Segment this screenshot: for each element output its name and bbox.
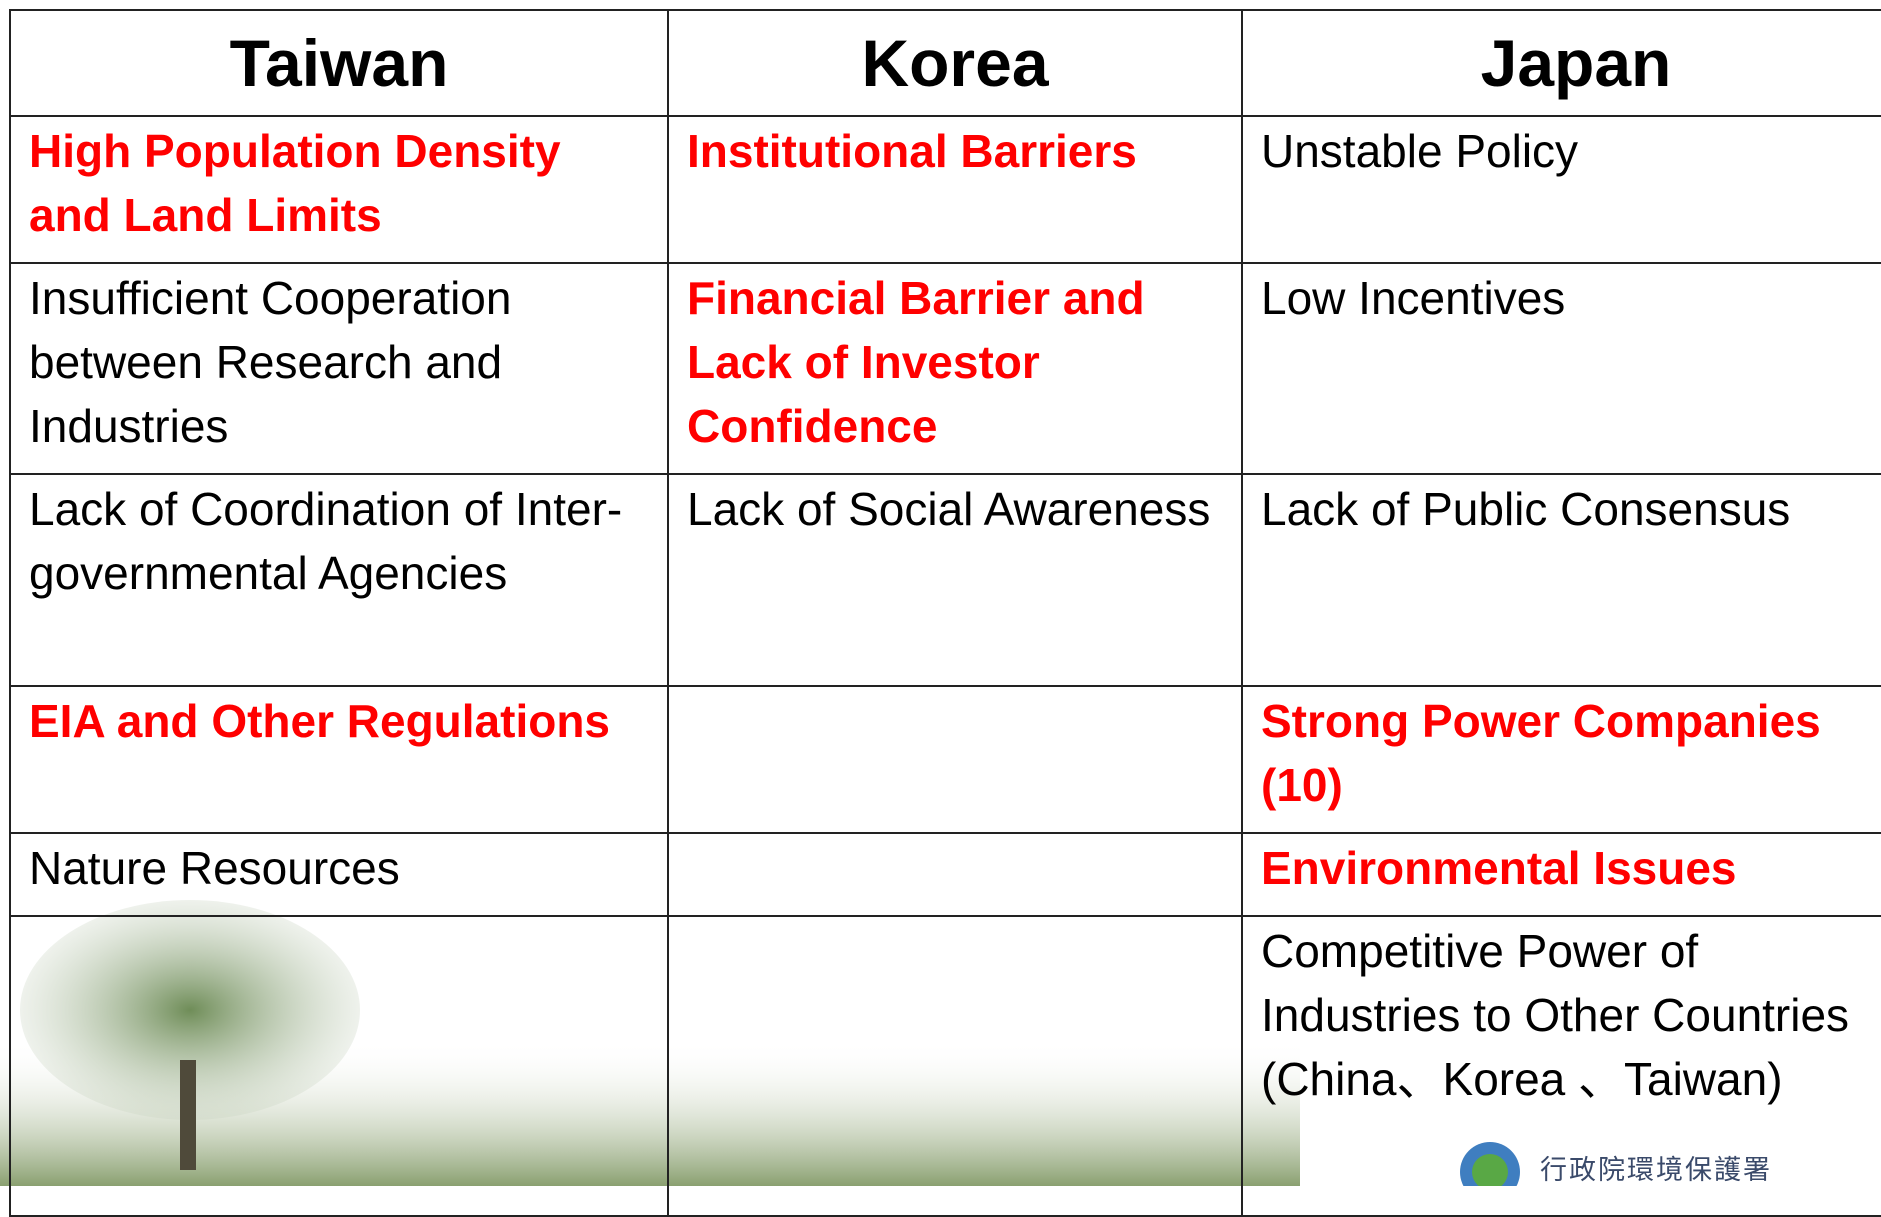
table-cell: Low Incentives — [1242, 263, 1881, 474]
table-row: Nature Resources Environmental Issues — [10, 833, 1881, 916]
table-cell: Lack of Coordination of Inter-government… — [10, 474, 668, 686]
table-cell: Strong Power Companies (10) — [1242, 686, 1881, 833]
table-row: Insufficient Cooperation between Researc… — [10, 263, 1881, 474]
table-cell: Lack of Social Awareness — [668, 474, 1242, 686]
table-cell: Environmental Issues — [1242, 833, 1881, 916]
table-cell — [10, 916, 668, 1216]
table-cell: Unstable Policy — [1242, 116, 1881, 263]
table-cell — [668, 916, 1242, 1216]
table-cell: Institutional Barriers — [668, 116, 1242, 263]
column-header: Japan — [1242, 10, 1881, 116]
table-cell: Nature Resources — [10, 833, 668, 916]
table-cell: EIA and Other Regulations — [10, 686, 668, 833]
column-header: Korea — [668, 10, 1242, 116]
column-header: Taiwan — [10, 10, 668, 116]
table-cell — [668, 833, 1242, 916]
table-cell: Lack of Public Consensus — [1242, 474, 1881, 686]
table-cell — [668, 686, 1242, 833]
table-cell: Financial Barrier and Lack of Investor C… — [668, 263, 1242, 474]
logo-text: 行政院環境保護署 — [1540, 1148, 1772, 1187]
table-row: EIA and Other Regulations Strong Power Co… — [10, 686, 1881, 833]
table-cell: Insufficient Cooperation between Researc… — [10, 263, 668, 474]
table-row: Lack of Coordination of Inter-government… — [10, 474, 1881, 686]
table-cell: High Population Density and Land Limits — [10, 116, 668, 263]
